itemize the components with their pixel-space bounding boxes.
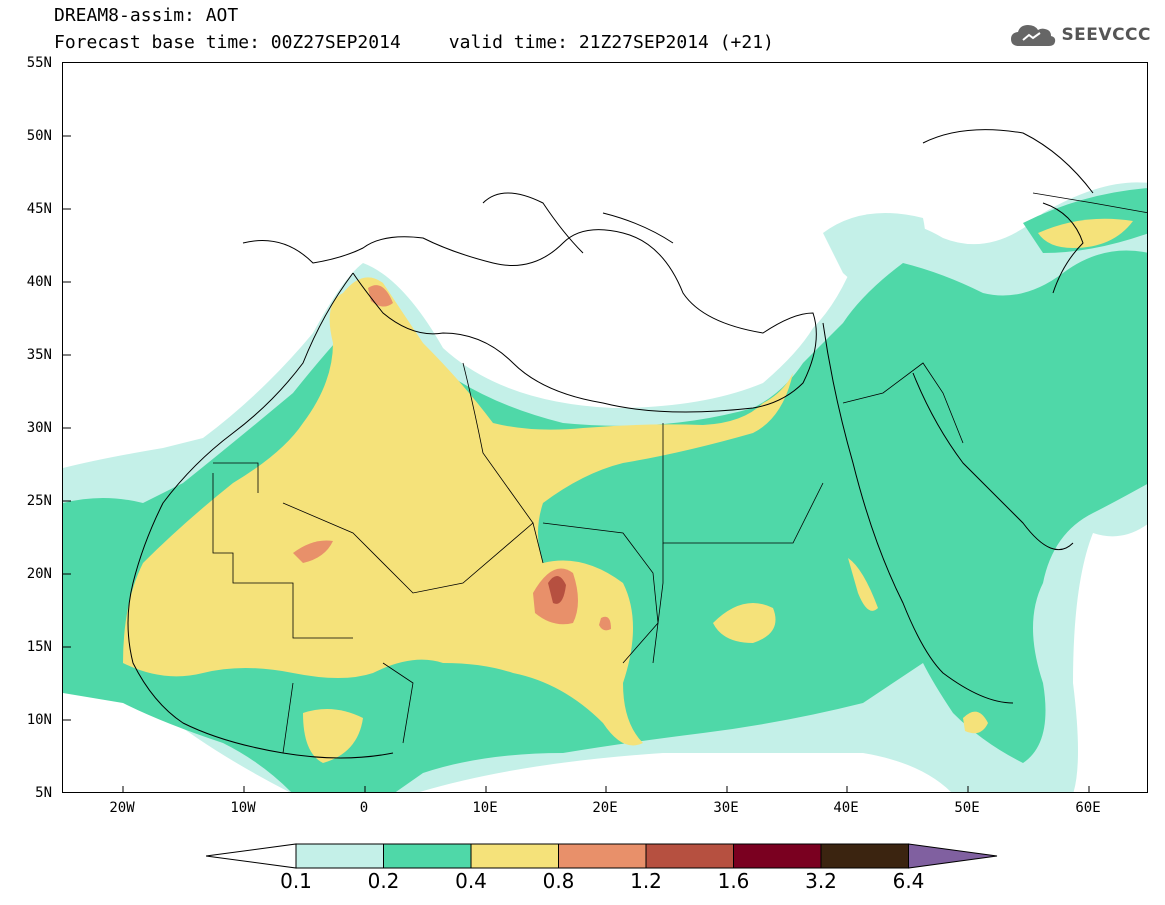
colorbar-label-0.2: 0.2 bbox=[367, 869, 400, 893]
colorbar-bin-0.1 bbox=[295, 843, 384, 869]
lat-label-30n: 30N bbox=[26, 420, 52, 436]
lon-label-60e: 60E bbox=[1075, 800, 1101, 816]
forecast-time-line: Forecast base time: 00Z27SEP2014 valid ti… bbox=[54, 33, 774, 53]
lon-label-0: 0 bbox=[359, 800, 369, 816]
valid-time: valid time: 21Z27SEP2014 (+21) bbox=[448, 32, 774, 53]
lat-label-25n: 25N bbox=[26, 493, 52, 509]
colorbar-label-0.8: 0.8 bbox=[542, 869, 575, 893]
lon-label-50e: 50E bbox=[954, 800, 980, 816]
lat-label-20n: 20N bbox=[26, 566, 52, 582]
seevccc-logo: SEEVCCC bbox=[1009, 22, 1151, 48]
colorbar-bin-1.6 bbox=[733, 843, 822, 869]
lat-label-35n: 35N bbox=[26, 347, 52, 363]
lon-label-10e: 10E bbox=[472, 800, 498, 816]
base-time: Forecast base time: 00Z27SEP2014 bbox=[54, 32, 401, 53]
colorbar-label-3.2: 3.2 bbox=[805, 869, 837, 893]
country-borders bbox=[212, 192, 1147, 754]
cloud-icon bbox=[1011, 25, 1056, 46]
colorbar-label-6.4: 6.4 bbox=[892, 869, 925, 893]
colorbar-bin-1.2 bbox=[645, 843, 734, 869]
logo-text: SEEVCCC bbox=[1061, 25, 1151, 45]
map-canvas bbox=[63, 129, 1147, 792]
coastlines bbox=[127, 129, 1094, 759]
aot-map bbox=[62, 62, 1148, 793]
lat-label-5n: 5N bbox=[35, 785, 52, 801]
colorbar-bin-0.4 bbox=[470, 843, 559, 869]
aot-band-1.2 bbox=[548, 575, 566, 604]
colorbar-bin-0.8 bbox=[558, 843, 647, 869]
lat-label-10n: 10N bbox=[26, 712, 52, 728]
colorbar-label-0.1: 0.1 bbox=[280, 869, 312, 893]
lat-label-40n: 40N bbox=[26, 274, 52, 290]
lon-label-10w: 10W bbox=[230, 800, 256, 816]
lon-label-20w: 20W bbox=[109, 800, 135, 816]
colorbar-bin-3.2 bbox=[820, 843, 909, 869]
lat-label-55n: 55N bbox=[26, 55, 52, 71]
lon-label-40e: 40E bbox=[833, 800, 859, 816]
colorbar bbox=[206, 843, 998, 869]
colorbar-label-1.6: 1.6 bbox=[717, 869, 750, 893]
lat-label-15n: 15N bbox=[26, 639, 52, 655]
lat-label-50n: 50N bbox=[26, 128, 52, 144]
graticule bbox=[63, 135, 1090, 792]
colorbar-bin-0.2 bbox=[383, 843, 472, 869]
colorbar-over-arrow bbox=[908, 843, 998, 869]
colorbar-label-0.4: 0.4 bbox=[455, 869, 487, 893]
map-title: DREAM8-assim: AOT bbox=[54, 5, 239, 26]
colorbar-under-arrow bbox=[206, 843, 297, 869]
lon-label-20e: 20E bbox=[592, 800, 618, 816]
colorbar-label-1.2: 1.2 bbox=[630, 869, 662, 893]
aot-band-0.4 bbox=[123, 218, 1133, 763]
lat-label-45n: 45N bbox=[26, 201, 52, 217]
lon-label-30e: 30E bbox=[713, 800, 739, 816]
